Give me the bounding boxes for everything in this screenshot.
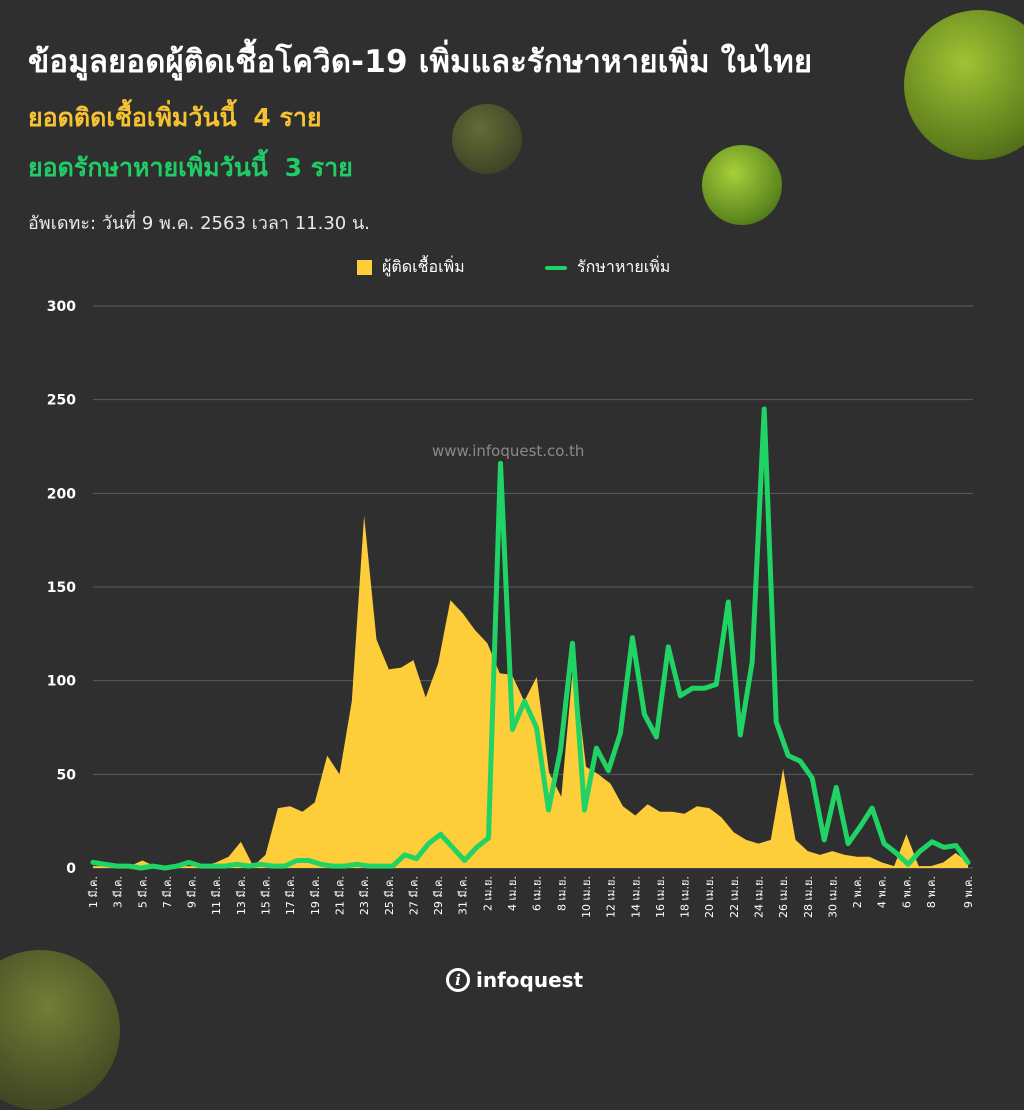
logo-text: infoquest [476,968,584,992]
virus-decoration-medium [702,145,782,225]
x-tick-label: 10 เม.ย. [580,876,593,918]
y-tick-label: 150 [47,580,76,596]
x-tick-label: 25 มี.ค. [383,876,396,915]
x-tick-label: 21 มี.ค. [334,876,347,915]
page-title: ข้อมูลยอดผู้ติดเชื้อโควิด-19 เพิ่มและรัก… [28,44,813,80]
y-tick-label: 250 [47,393,76,409]
x-tick-label: 2 เม.ย. [481,876,494,911]
x-tick-label: 7 มี.ค. [161,876,174,908]
x-tick-label: 8 พ.ค. [925,876,938,908]
y-tick-label: 300 [47,299,76,315]
x-tick-label: 12 เม.ย. [605,876,618,918]
legend-swatch-cases [357,260,372,275]
x-tick-label: 26 เม.ย. [777,876,790,918]
legend-swatch-recovered [545,265,567,270]
x-tick-label: 9 มี.ค. [186,876,199,908]
x-tick-label: 15 มี.ค. [260,876,273,915]
legend-label-cases: ผู้ติดเชื้อเพิ่ม [382,257,465,276]
info-i-icon: i [446,968,470,992]
update-timestamp: อัพเดทะ: วันที่ 9 พ.ค. 2563 เวลา 11.30 น… [28,213,371,234]
x-tick-label: 30 เม.ย. [826,876,839,918]
x-tick-label: 2 พ.ค. [851,876,864,908]
recovered-today: ยอดรักษาหายเพิ่มวันนี้ 3 ราย [28,148,353,188]
x-tick-label: 11 มี.ค. [210,876,223,915]
y-tick-label: 200 [47,486,76,502]
x-tick-label: 29 มี.ค. [432,876,445,915]
x-tick-label: 8 เม.ย. [555,876,568,911]
legend-item-recovered: รักษาหายเพิ่ม [545,255,670,280]
virus-decoration-faded [452,104,522,174]
x-tick-label: 4 เม.ย. [506,876,519,911]
x-tick-label: 31 มี.ค. [457,876,470,915]
x-tick-label: 13 มี.ค. [235,876,248,915]
x-tick-label: 4 พ.ค. [876,876,889,908]
series-recovered-line [90,406,971,871]
virus-decoration-large [904,10,1024,160]
x-tick-label: 17 มี.ค. [284,876,297,915]
x-tick-label: 28 เม.ย. [802,876,815,918]
legend-item-cases: ผู้ติดเชื้อเพิ่ม [357,255,465,280]
chart-canvas: 0 50 100 150 200 250 300 1 มี.ค. 3 มี.ค. 5 มี.ค. 7… [47,299,975,918]
x-tick-label: 6 พ.ค. [900,876,913,908]
x-tick-label: 20 เม.ย. [703,876,716,918]
x-tick-label: 1 มี.ค. [87,876,100,908]
infoquest-logo: i infoquest [446,968,583,992]
new-cases-value: 4 ราย [253,103,322,132]
x-tick-label: 22 เม.ย. [728,876,741,918]
x-tick-label: 9 พ.ค. [962,876,975,908]
x-tick-label: 23 มี.ค. [358,876,371,915]
x-tick-label: 6 เม.ย. [531,876,544,911]
y-tick-label: 50 [57,767,77,783]
chart-legend: ผู้ติดเชื้อเพิ่ม รักษาหายเพิ่ม [0,255,1024,279]
y-tick-label: 0 [66,861,76,877]
new-cases-label: ยอดติดเชื้อเพิ่มวันนี้ [28,103,237,132]
watermark: www.infoquest.co.th [432,442,585,460]
series-cases-area [93,515,968,868]
x-tick-label: 19 มี.ค. [309,876,322,915]
x-tick-label: 18 เม.ย. [679,876,692,918]
x-tick-label: 27 มี.ค. [407,876,420,915]
recovered-label: ยอดรักษาหายเพิ่มวันนี้ [28,153,268,182]
x-tick-label: 3 มี.ค. [112,876,125,908]
x-tick-label: 5 มี.ค. [136,876,149,908]
y-tick-label: 100 [47,674,76,690]
x-tick-label: 16 เม.ย. [654,876,667,918]
recovered-value: 3 ราย [284,153,353,182]
legend-label-recovered: รักษาหายเพิ่ม [577,257,671,276]
new-cases-today: ยอดติดเชื้อเพิ่มวันนี้ 4 ราย [28,98,322,138]
x-tick-label: 14 เม.ย. [629,876,642,918]
x-tick-label: 24 เม.ย. [753,876,766,918]
